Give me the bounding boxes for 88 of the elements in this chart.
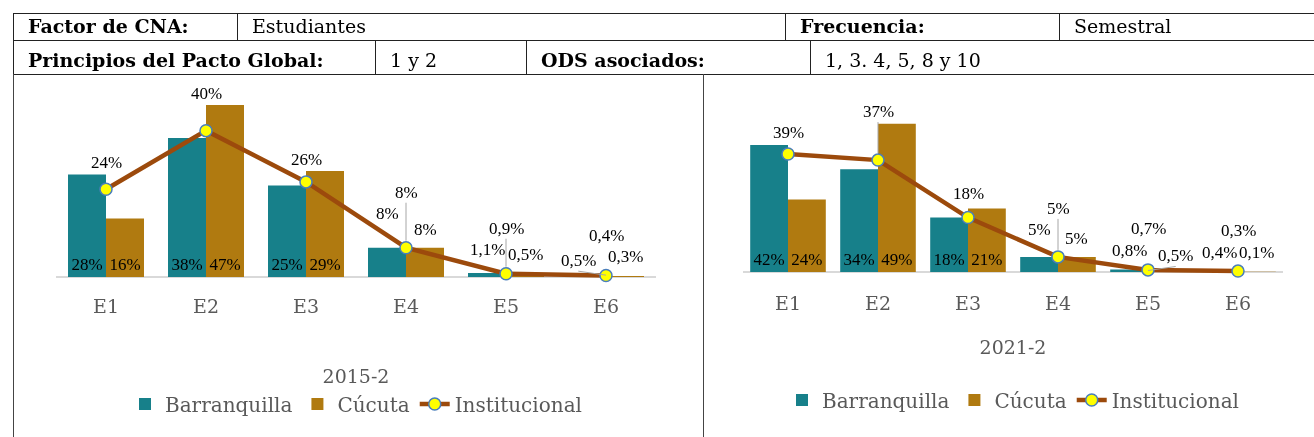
data-label: 40% [191, 84, 223, 103]
legend-label: Cúcuta [337, 392, 410, 417]
data-label: 34% [843, 250, 875, 269]
data-label: 21% [971, 250, 1003, 269]
data-label: 5% [1028, 220, 1051, 239]
data-label: 39% [773, 123, 805, 142]
bar [750, 144, 788, 272]
data-label: 0,3% [1221, 221, 1257, 240]
data-label: 0,1% [1239, 243, 1275, 262]
legend-label: Barranquilla [165, 392, 293, 417]
point [781, 147, 795, 161]
annotation: 0,5% [561, 251, 597, 270]
data-label: 25% [271, 255, 303, 274]
text: Principios del Pacto Global: [28, 49, 324, 71]
legend-label: Institucional [454, 392, 582, 417]
point [299, 175, 313, 189]
point [499, 266, 513, 281]
text: Semestral [1074, 15, 1172, 37]
data-label: 5% [1065, 229, 1088, 248]
data-label: 0,3% [608, 247, 644, 266]
x-tick-label: E6 [1225, 292, 1251, 314]
x-axis-title: 2021-2 [979, 335, 1047, 358]
point [961, 210, 975, 225]
point [1051, 250, 1065, 264]
data-label: 18% [933, 250, 965, 269]
text: 1, 3. 4, 5, 8 y 10 [825, 49, 981, 71]
data-label: 16% [109, 255, 141, 274]
x-tick-label: E5 [1135, 292, 1161, 314]
bar [206, 105, 244, 277]
data-label: 24% [91, 153, 123, 172]
x-tick-label: E4 [1045, 292, 1071, 314]
legend-label: Institucional [1111, 388, 1239, 413]
x-tick-label: E1 [93, 295, 119, 317]
x-tick-label: E4 [393, 295, 419, 317]
text: Frecuencia: [800, 15, 925, 37]
point [99, 182, 113, 196]
x-tick-label: E1 [775, 292, 801, 314]
bar [930, 217, 968, 272]
legend-label: Cúcuta [994, 388, 1067, 413]
data-label: 1,1% [470, 240, 506, 259]
data-label: 0,8% [1112, 241, 1148, 260]
data-label: 42% [753, 250, 785, 269]
text: ODS asociados: [541, 49, 705, 71]
data-label: 26% [291, 150, 323, 169]
point [599, 268, 613, 283]
bar [68, 174, 106, 277]
data-label: 8% [414, 220, 437, 239]
data-label: 28% [71, 255, 103, 274]
data-label: 38% [171, 255, 203, 274]
text: Factor de CNA: [28, 15, 189, 37]
bar [840, 169, 878, 272]
data-label: 18% [953, 184, 985, 203]
bar [168, 137, 206, 277]
annotation: 0,5% [1158, 246, 1194, 265]
point [1141, 263, 1155, 277]
legend-label: Barranquilla [822, 388, 950, 413]
bar [788, 199, 826, 272]
data-label: 8% [376, 204, 399, 223]
data-label: 49% [881, 250, 913, 269]
data-label: 24% [791, 250, 823, 269]
data-label: 8% [395, 183, 418, 202]
x-tick-label: E6 [593, 295, 619, 317]
x-tick-label: E3 [293, 295, 319, 317]
data-label: 0,4% [1202, 243, 1238, 262]
point [399, 240, 413, 255]
data-label: 0,9% [489, 219, 525, 238]
bar [106, 218, 144, 277]
x-tick-label: E2 [193, 295, 219, 317]
bar [878, 123, 916, 272]
x-axis-title: 2015-2 [322, 364, 390, 387]
x-tick-label: E3 [955, 292, 981, 314]
point [1231, 264, 1245, 278]
data-label: 0,4% [589, 226, 625, 245]
point [199, 123, 213, 138]
data-label: 0,5% [508, 245, 544, 264]
x-tick-label: E5 [493, 295, 519, 317]
data-label: 0,7% [1131, 219, 1167, 238]
text: 1 y 2 [390, 49, 437, 71]
data-label: 29% [309, 255, 341, 274]
text: Estudiantes [252, 15, 366, 37]
bar [368, 247, 406, 277]
data-label: 5% [1047, 199, 1070, 218]
point [871, 153, 885, 167]
bar [1020, 256, 1058, 272]
x-tick-label: E2 [865, 292, 891, 314]
data-label: 47% [209, 255, 241, 274]
bar [268, 185, 306, 277]
data-label: 37% [863, 102, 895, 121]
